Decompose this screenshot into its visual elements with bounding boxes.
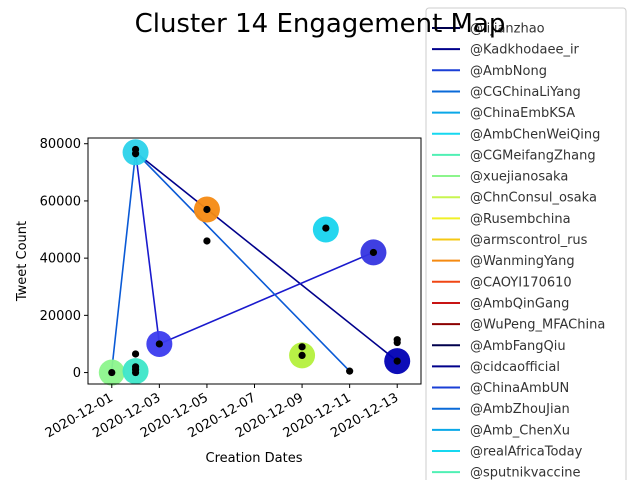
- y-tick-label-4: 60000: [40, 194, 81, 209]
- y-tick-label-5: 80000: [40, 137, 81, 152]
- legend-label-19: @AmbZhouJian: [470, 402, 570, 417]
- legend-label-18: @ChinaAmbUN: [470, 381, 569, 396]
- legend-label-1: @lijianzhao: [470, 22, 545, 37]
- data-point-15: [369, 248, 378, 257]
- data-point-17: [393, 338, 401, 347]
- legend: @lijianzhao @Kadkhodaee_ir @AmbNong @CGChin…: [425, 7, 627, 480]
- data-point-2: [131, 350, 140, 358]
- y-tick-label-1: 0: [73, 366, 81, 381]
- bubbles-layer: [98, 139, 411, 386]
- series-line-1: [135, 151, 398, 362]
- legend-label-13: @CAOYI170610: [470, 275, 572, 290]
- legend-label-11: @armscontrol_rus: [470, 233, 588, 248]
- legend-label-5: @ChinaEmbKSA: [470, 106, 575, 121]
- data-point-14: [346, 367, 354, 375]
- y-tick-label-2: 20000: [40, 309, 81, 324]
- legend-label-8: @xuejianosaka: [470, 170, 568, 185]
- x-axis-ticks: 2020-12-012020-12-032020-12-052020-12-07…: [43, 384, 401, 441]
- data-point-8: [155, 340, 163, 348]
- legend-label-14: @AmbQinGang: [470, 296, 569, 311]
- legend-label-21: @realAfricaToday: [470, 445, 583, 460]
- legend-label-7: @CGMeifangZhang: [470, 148, 596, 163]
- dots-layer: [108, 145, 401, 377]
- legend-label-12: @WanmingYang: [470, 254, 575, 269]
- data-point-9: [203, 205, 211, 214]
- legend-label-4: @CGChinaLiYang: [470, 85, 581, 100]
- data-point-1: [108, 368, 116, 377]
- legend-label-10: @Rusembchina: [470, 212, 571, 227]
- data-point-13: [322, 224, 330, 232]
- legend-label-16: @AmbFangQiu: [470, 339, 566, 354]
- x-axis-label: Creation Dates: [206, 451, 303, 466]
- legend-label-20: @Amb_ChenXu: [470, 423, 570, 438]
- legend-label-6: @AmbChenWeiQing: [470, 127, 600, 142]
- legend-label-22: @sputnikvaccine: [470, 466, 581, 480]
- legend-label-2: @Kadkhodaee_ir: [470, 43, 580, 58]
- legend-label-17: @cidcaofficial: [470, 360, 560, 375]
- data-point-18: [393, 357, 401, 365]
- data-point-5: [131, 150, 140, 158]
- legend-frame: [425, 7, 627, 480]
- y-axis-label: Tweet Count: [15, 221, 30, 302]
- legend-label-3: @AmbNong: [470, 64, 547, 79]
- y-tick-label-3: 40000: [40, 252, 81, 267]
- series-line-3: [111, 150, 351, 372]
- data-point-6: [131, 363, 140, 371]
- legend-label-15: @WuPeng_MFAChina: [470, 318, 605, 333]
- data-point-12: [298, 351, 306, 359]
- data-point-7: [131, 368, 140, 377]
- chart-title: Cluster 14 Engagement Map: [135, 9, 506, 39]
- y-axis-ticks: 0 20000 40000 60000 80000: [40, 137, 88, 381]
- legend-label-9: @ChnConsul_osaka: [470, 191, 597, 206]
- legend-items: @lijianzhao @Kadkhodaee_ir @AmbNong @CGChin…: [432, 22, 605, 480]
- data-point-10: [203, 237, 211, 245]
- data-point-11: [298, 343, 306, 351]
